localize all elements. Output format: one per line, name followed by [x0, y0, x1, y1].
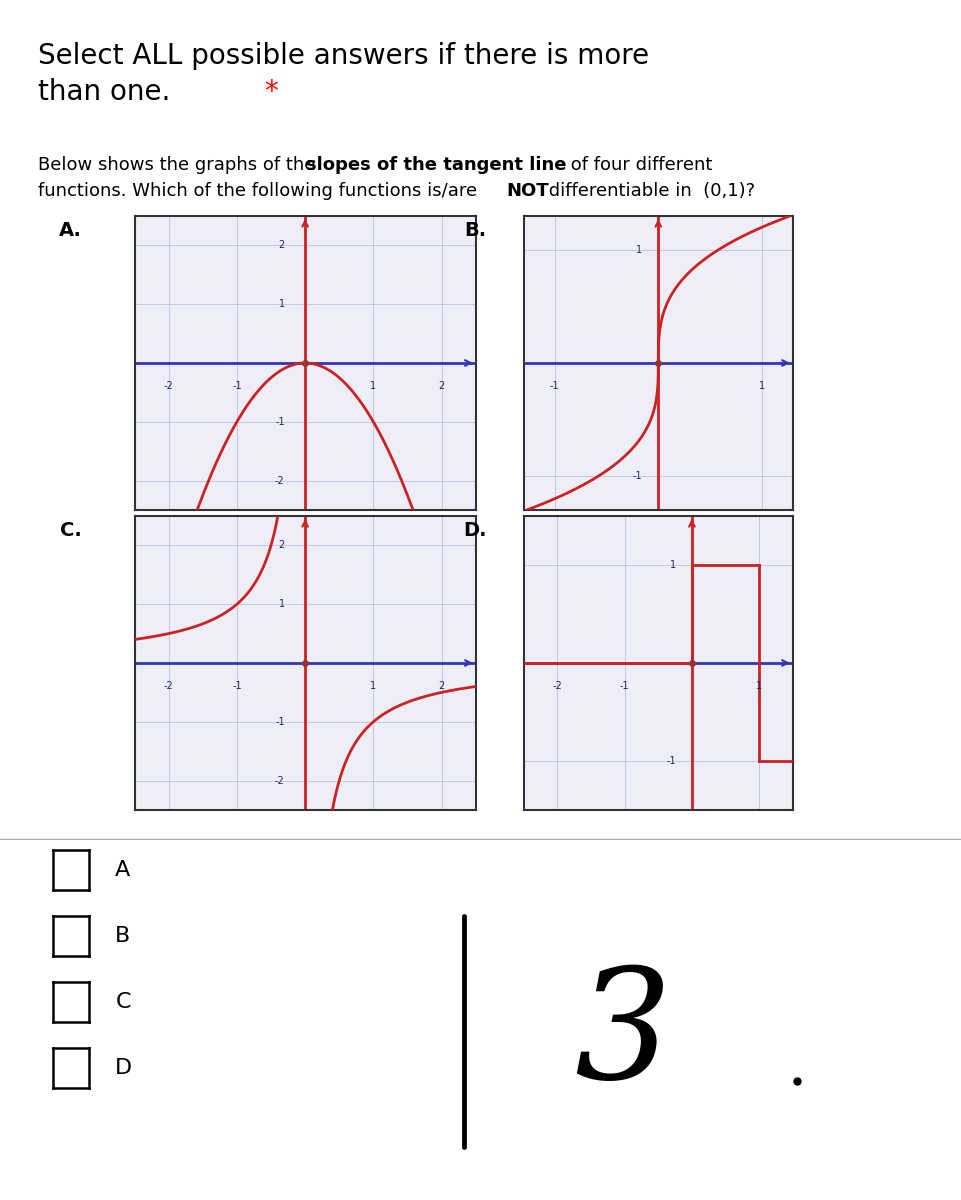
Text: -1: -1 — [232, 380, 242, 391]
Text: 3: 3 — [574, 962, 671, 1111]
Text: -2: -2 — [163, 380, 174, 391]
Text: -1: -1 — [550, 380, 559, 391]
Text: -1: -1 — [620, 680, 629, 691]
Text: of four different: of four different — [565, 156, 712, 174]
Text: differentiable in  (0,1)?: differentiable in (0,1)? — [543, 182, 755, 200]
Text: C.: C. — [60, 521, 82, 540]
Text: A: A — [115, 860, 131, 880]
Text: -1: -1 — [666, 756, 676, 766]
Text: -1: -1 — [275, 716, 284, 727]
Text: D.: D. — [463, 521, 486, 540]
Text: 1: 1 — [279, 599, 284, 610]
Text: 1: 1 — [279, 299, 284, 310]
Text: -2: -2 — [553, 680, 562, 691]
Text: Below shows the graphs of the: Below shows the graphs of the — [38, 156, 322, 174]
Text: 1: 1 — [759, 380, 765, 391]
Text: 1: 1 — [370, 680, 377, 691]
Text: 2: 2 — [438, 380, 445, 391]
Text: than one.: than one. — [38, 78, 180, 106]
Text: -2: -2 — [275, 775, 284, 786]
Text: -2: -2 — [275, 475, 284, 486]
Text: slopes of the tangent line: slopes of the tangent line — [306, 156, 566, 174]
Text: A.: A. — [59, 221, 82, 240]
Text: functions. Which of the following functions is/are: functions. Which of the following functi… — [38, 182, 483, 200]
Text: 1: 1 — [370, 380, 377, 391]
Text: B.: B. — [464, 221, 486, 240]
Text: 1: 1 — [670, 560, 676, 570]
Text: C: C — [115, 992, 131, 1012]
Text: -1: -1 — [632, 472, 642, 481]
Text: NOT: NOT — [506, 182, 549, 200]
Text: B: B — [115, 926, 131, 946]
Text: D: D — [115, 1058, 133, 1078]
Text: 1: 1 — [756, 680, 762, 691]
Text: Select ALL possible answers if there is more: Select ALL possible answers if there is … — [38, 42, 650, 70]
Text: -1: -1 — [275, 416, 284, 427]
Text: *: * — [264, 78, 278, 106]
Text: 2: 2 — [279, 240, 284, 251]
Text: -2: -2 — [163, 680, 174, 691]
Text: 1: 1 — [636, 245, 642, 254]
Text: 2: 2 — [279, 540, 284, 551]
Text: -1: -1 — [232, 680, 242, 691]
Text: 2: 2 — [438, 680, 445, 691]
